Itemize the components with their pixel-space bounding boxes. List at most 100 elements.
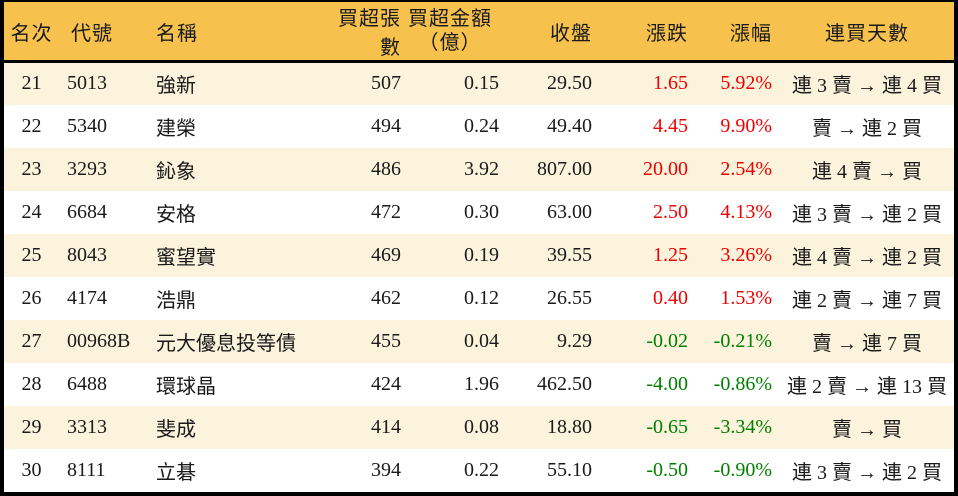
cell-close: 18.80 bbox=[547, 415, 592, 438]
cell-shares: 455 bbox=[371, 329, 401, 352]
table-row: 29 3313 斐成 414 0.08 18.80 -0.65 -3.34% 賣… bbox=[4, 405, 954, 449]
cell-close: 807.00 bbox=[537, 157, 592, 180]
cell-name: 浩鼎 bbox=[156, 289, 196, 312]
cell-amount: 0.30 bbox=[464, 200, 499, 223]
cell-amount: 0.22 bbox=[464, 458, 499, 481]
cell-change: 1.25 bbox=[653, 243, 688, 266]
cell-pct: -3.34% bbox=[713, 415, 772, 438]
cell-shares: 424 bbox=[371, 372, 401, 395]
table-row: 23 3293 鈊象 486 3.92 807.00 20.00 2.54% 連… bbox=[4, 147, 954, 191]
net-buy-ranking-table: 名次 代號 名稱 買超張數 買超金額 （億） 收盤 漲跌 漲幅 連買天數 21 … bbox=[4, 2, 954, 492]
cell-streak: 連 3 賣 → 連 2 買 bbox=[792, 203, 942, 226]
cell-close: 39.55 bbox=[547, 243, 592, 266]
cell-pct: 2.54% bbox=[720, 157, 772, 180]
cell-close: 26.55 bbox=[547, 286, 592, 309]
cell-code: 5340 bbox=[67, 114, 107, 137]
table-row: 30 8111 立碁 394 0.22 55.10 -0.50 -0.90% 連… bbox=[4, 448, 954, 492]
cell-shares: 472 bbox=[371, 200, 401, 223]
cell-name: 環球晶 bbox=[156, 375, 216, 398]
cell-code: 6684 bbox=[67, 200, 107, 223]
cell-change: -0.02 bbox=[646, 329, 688, 352]
cell-code: 3293 bbox=[67, 157, 107, 180]
table-row: 24 6684 安格 472 0.30 63.00 2.50 4.13% 連 3… bbox=[4, 190, 954, 234]
cell-code: 8043 bbox=[67, 243, 107, 266]
cell-pct: 5.92% bbox=[720, 72, 772, 95]
cell-streak: 連 3 賣 → 連 4 買 bbox=[792, 75, 942, 98]
cell-code: 4174 bbox=[67, 286, 107, 309]
cell-streak: 連 2 賣 → 連 13 買 bbox=[787, 375, 947, 398]
cell-close: 49.40 bbox=[547, 114, 592, 137]
cell-name: 元大優息投等債 bbox=[156, 332, 296, 355]
cell-code: 8111 bbox=[67, 458, 106, 481]
cell-rank: 26 bbox=[21, 286, 42, 309]
cell-change: -0.65 bbox=[646, 415, 688, 438]
col-header-close: 收盤 bbox=[499, 2, 592, 63]
table-row: 28 6488 環球晶 424 1.96 462.50 -4.00 -0.86%… bbox=[4, 362, 954, 406]
cell-pct: -0.21% bbox=[713, 329, 772, 352]
cell-code: 5013 bbox=[67, 72, 107, 95]
table-row: 27 00968B 元大優息投等債 455 0.04 9.29 -0.02 -0… bbox=[4, 319, 954, 363]
cell-shares: 414 bbox=[371, 415, 401, 438]
cell-rank: 23 bbox=[21, 157, 42, 180]
cell-pct: 4.13% bbox=[720, 200, 772, 223]
cell-close: 462.50 bbox=[537, 372, 592, 395]
cell-shares: 469 bbox=[371, 243, 401, 266]
cell-streak: 賣 → 買 bbox=[832, 418, 902, 441]
cell-pct: 3.26% bbox=[720, 243, 772, 266]
cell-change: -0.50 bbox=[646, 458, 688, 481]
cell-streak: 連 2 賣 → 連 7 買 bbox=[792, 289, 942, 312]
header-row: 名次 代號 名稱 買超張數 買超金額 （億） 收盤 漲跌 漲幅 連買天數 bbox=[4, 2, 954, 63]
cell-streak: 連 3 賣 → 連 2 買 bbox=[792, 461, 942, 484]
cell-shares: 494 bbox=[371, 114, 401, 137]
cell-rank: 29 bbox=[21, 415, 42, 438]
cell-rank: 30 bbox=[21, 458, 42, 481]
col-header-amount-line2: （億） bbox=[418, 32, 482, 54]
cell-code: 3313 bbox=[67, 415, 107, 438]
cell-pct: -0.86% bbox=[713, 372, 772, 395]
cell-streak: 賣 → 連 7 買 bbox=[812, 332, 922, 355]
cell-amount: 0.19 bbox=[464, 243, 499, 266]
cell-shares: 486 bbox=[371, 157, 401, 180]
cell-shares: 507 bbox=[371, 72, 401, 95]
cell-pct: -0.90% bbox=[713, 458, 772, 481]
cell-name: 斐成 bbox=[156, 418, 196, 441]
col-header-shares: 買超張數 bbox=[326, 2, 401, 63]
cell-pct: 9.90% bbox=[720, 114, 772, 137]
col-header-rank: 名次 bbox=[4, 2, 59, 63]
table-body: 21 5013 強新 507 0.15 29.50 1.65 5.92% 連 3… bbox=[4, 61, 954, 492]
cell-rank: 27 bbox=[21, 329, 42, 352]
cell-pct: 1.53% bbox=[720, 286, 772, 309]
cell-streak: 連 4 賣 → 買 bbox=[812, 160, 922, 183]
cell-streak: 連 4 賣 → 連 2 買 bbox=[792, 246, 942, 269]
col-header-name: 名稱 bbox=[154, 2, 326, 63]
cell-name: 強新 bbox=[156, 75, 196, 98]
cell-amount: 1.96 bbox=[464, 372, 499, 395]
cell-amount: 3.92 bbox=[464, 157, 499, 180]
cell-name: 鈊象 bbox=[156, 160, 196, 183]
col-header-pct: 漲幅 bbox=[688, 2, 780, 63]
col-header-change: 漲跌 bbox=[592, 2, 688, 63]
cell-amount: 0.15 bbox=[464, 72, 499, 95]
table-row: 25 8043 蜜望實 469 0.19 39.55 1.25 3.26% 連 … bbox=[4, 233, 954, 277]
col-header-amount-line1: 買超金額 bbox=[408, 8, 492, 30]
cell-rank: 25 bbox=[21, 243, 42, 266]
cell-rank: 24 bbox=[21, 200, 42, 223]
cell-close: 63.00 bbox=[547, 200, 592, 223]
cell-rank: 21 bbox=[21, 72, 42, 95]
cell-shares: 394 bbox=[371, 458, 401, 481]
cell-amount: 0.24 bbox=[464, 114, 499, 137]
cell-shares: 462 bbox=[371, 286, 401, 309]
table-header: 名次 代號 名稱 買超張數 買超金額 （億） 收盤 漲跌 漲幅 連買天數 bbox=[4, 2, 954, 63]
cell-change: 0.40 bbox=[653, 286, 688, 309]
cell-change: -4.00 bbox=[646, 372, 688, 395]
cell-rank: 28 bbox=[21, 372, 42, 395]
table-row: 22 5340 建榮 494 0.24 49.40 4.45 9.90% 賣 →… bbox=[4, 104, 954, 148]
cell-rank: 22 bbox=[21, 114, 42, 137]
cell-name: 安格 bbox=[156, 203, 196, 226]
cell-name: 蜜望實 bbox=[156, 246, 216, 269]
cell-code: 6488 bbox=[67, 372, 107, 395]
cell-change: 1.65 bbox=[653, 72, 688, 95]
cell-amount: 0.04 bbox=[464, 329, 499, 352]
cell-name: 立碁 bbox=[156, 461, 196, 484]
